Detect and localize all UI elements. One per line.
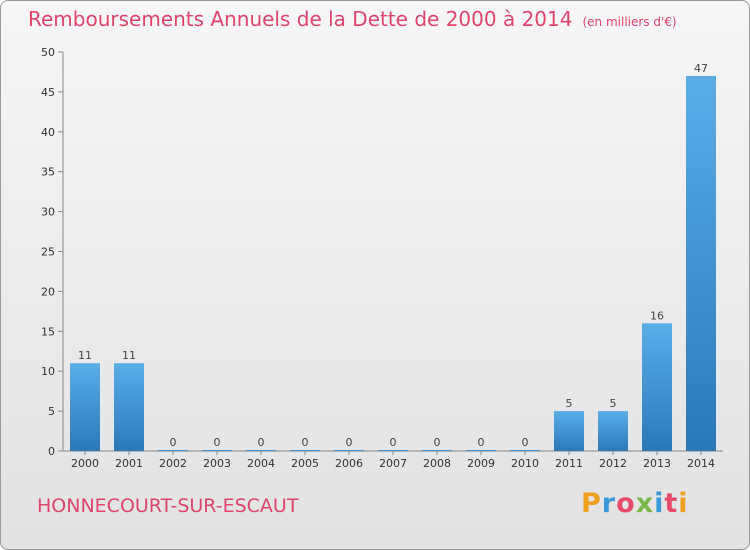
bar-value-label: 16 [650,309,664,322]
bar-value-label: 5 [610,397,617,410]
logo-letter: P [581,488,602,519]
chart-title: Remboursements Annuels de la Dette de 20… [28,7,677,31]
bar-value-label: 11 [122,349,136,362]
bar [202,450,232,451]
bar [334,450,364,451]
bar [378,450,408,451]
bar-value-label: 0 [214,436,221,449]
commune-name: HONNECOURT-SUR-ESCAUT [37,495,299,517]
bar [290,450,320,451]
y-tick-label: 35 [41,166,55,179]
bar [554,411,584,451]
x-tick-label: 2002 [159,457,187,470]
x-tick-label: 2013 [643,457,671,470]
x-tick-label: 2006 [335,457,363,470]
bar-value-label: 0 [478,436,485,449]
bar-value-label: 5 [566,397,573,410]
bar [246,450,276,451]
chart-subtitle: (en milliers d'€) [582,15,677,29]
y-tick-label: 10 [41,365,55,378]
logo-letter: i [654,488,665,519]
x-tick-label: 2005 [291,457,319,470]
bar [642,323,672,451]
x-tick-label: 2003 [203,457,231,470]
logo-letter: t [664,488,679,519]
bar [466,450,496,451]
bar-value-label: 47 [694,62,708,75]
bar-value-label: 0 [522,436,529,449]
bar [114,363,144,451]
logo-letter: r [601,488,617,519]
x-tick-label: 2014 [687,457,715,470]
x-tick-label: 2007 [379,457,407,470]
bar-value-label: 0 [170,436,177,449]
y-tick-label: 15 [41,325,55,338]
y-tick-label: 40 [41,126,55,139]
logo-letter: x [635,488,655,519]
y-tick-label: 5 [48,405,55,418]
x-tick-label: 2004 [247,457,275,470]
x-tick-label: 2000 [71,457,99,470]
bar-value-label: 0 [258,436,265,449]
bar [422,450,452,451]
bar [510,450,540,451]
x-tick-label: 2012 [599,457,627,470]
bar-value-label: 0 [346,436,353,449]
bar [70,363,100,451]
y-tick-label: 50 [41,46,55,59]
y-tick-label: 20 [41,285,55,298]
proxiti-logo: Proxiti [581,488,689,519]
y-tick-label: 0 [48,445,55,458]
bar [686,75,716,451]
bar-value-label: 0 [434,436,441,449]
x-tick-label: 2001 [115,457,143,470]
y-tick-label: 30 [41,206,55,219]
bar-value-label: 0 [390,436,397,449]
y-tick-label: 25 [41,246,55,259]
x-tick-label: 2010 [511,457,539,470]
x-tick-label: 2008 [423,457,451,470]
x-tick-label: 2009 [467,457,495,470]
logo-letter: o [616,488,636,519]
y-tick-label: 45 [41,86,55,99]
bar-value-label: 11 [78,349,92,362]
title-text: Remboursements Annuels de la Dette de 20… [28,7,573,31]
bar-value-label: 0 [302,436,309,449]
x-tick-label: 2011 [555,457,583,470]
bar [158,450,188,451]
bar [598,411,628,451]
logo-letter: i [678,488,689,519]
